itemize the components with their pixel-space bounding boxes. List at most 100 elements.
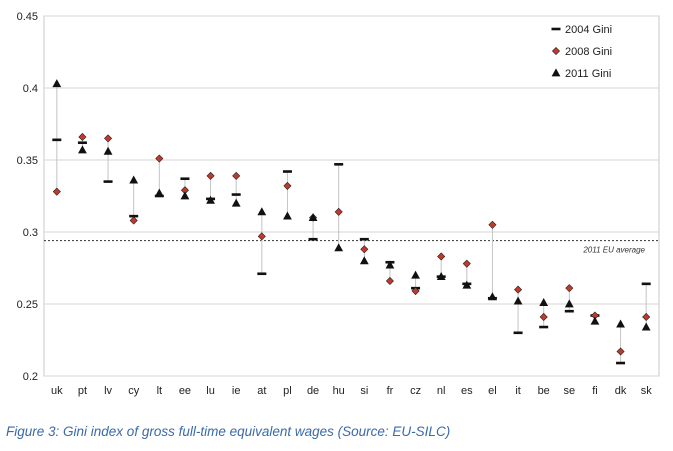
point-triangle-se bbox=[564, 299, 574, 308]
point-diamond-it bbox=[514, 285, 523, 294]
x-tick-label-ie: ie bbox=[232, 385, 241, 397]
reference-line-label: 2011 EU average bbox=[582, 246, 645, 255]
point-triangle-lu bbox=[206, 195, 215, 204]
legend-marker-dash bbox=[551, 27, 561, 31]
point-triangle-nl bbox=[436, 272, 446, 281]
point-dash-it bbox=[513, 331, 523, 335]
point-triangle-fr bbox=[385, 260, 395, 269]
x-tick-label-fi: fi bbox=[592, 385, 598, 397]
x-tick-label-es: es bbox=[461, 385, 473, 397]
point-triangle-it bbox=[513, 296, 523, 305]
legend-marker-triangle bbox=[551, 68, 561, 77]
x-tick-label-nl: nl bbox=[437, 385, 446, 397]
point-diamond-se bbox=[565, 284, 574, 293]
point-diamond-hu bbox=[334, 207, 343, 216]
point-dash-at bbox=[257, 272, 267, 276]
point-diamond-nl bbox=[437, 252, 446, 261]
point-triangle-si bbox=[359, 256, 369, 265]
x-tick-label-pt: pt bbox=[78, 385, 87, 397]
y-tick-label: 0.35 bbox=[17, 155, 38, 167]
point-triangle-ie bbox=[231, 198, 241, 207]
point-diamond-dk bbox=[616, 347, 625, 356]
point-diamond-si bbox=[360, 245, 369, 254]
point-diamond-es bbox=[462, 259, 471, 268]
point-triangle-lv bbox=[103, 146, 113, 155]
point-dash-sk bbox=[641, 282, 651, 286]
x-tick-label-si: si bbox=[360, 385, 368, 397]
point-dash-cy bbox=[129, 214, 139, 218]
point-triangle-be bbox=[539, 297, 549, 306]
x-tick-label-cz: cz bbox=[410, 385, 421, 397]
point-triangle-dk bbox=[616, 319, 625, 328]
point-triangle-el bbox=[488, 292, 497, 301]
point-diamond-at bbox=[257, 232, 266, 241]
point-diamond-lt bbox=[155, 154, 164, 163]
y-axis-ticks: 0.2 0.25 0.3 0.35 0.4 0.45 bbox=[17, 11, 38, 383]
x-tick-label-lt: lt bbox=[157, 385, 163, 397]
data-marks bbox=[52, 79, 651, 365]
point-dash-ie bbox=[231, 193, 241, 196]
point-dash-se bbox=[564, 309, 574, 313]
x-tick-label-it: it bbox=[515, 385, 521, 397]
x-tick-label-lv: lv bbox=[104, 385, 112, 397]
point-triangle-hu bbox=[334, 243, 344, 252]
point-triangle-cz bbox=[411, 270, 420, 279]
point-triangle-at bbox=[257, 207, 267, 216]
point-dash-hu bbox=[334, 163, 344, 166]
point-triangle-fi bbox=[590, 316, 600, 325]
x-tick-label-hu: hu bbox=[333, 385, 345, 397]
x-tick-label-be: be bbox=[538, 385, 550, 397]
y-tick-label: 0.3 bbox=[23, 227, 38, 239]
x-tick-label-pl: pl bbox=[283, 385, 292, 397]
y-tick-label: 0.25 bbox=[17, 299, 38, 311]
x-tick-label-at: at bbox=[257, 385, 266, 397]
point-diamond-lv bbox=[104, 134, 113, 143]
gridlines bbox=[43, 15, 660, 377]
point-triangle-lt bbox=[154, 188, 164, 197]
point-diamond-ie bbox=[232, 171, 241, 180]
legend-label-1: 2008 Gini bbox=[565, 46, 612, 58]
point-dash-si bbox=[359, 237, 369, 241]
point-dash-be bbox=[539, 325, 549, 329]
range-lines bbox=[56, 83, 647, 364]
x-tick-label-cy: cy bbox=[128, 385, 140, 397]
point-dash-ee bbox=[180, 177, 190, 181]
x-tick-label-dk: dk bbox=[615, 385, 627, 397]
x-axis-labels: uk pt lv cy lt ee lu ie at pl de hu si fr cz nl es el it be… bbox=[51, 385, 652, 397]
legend-label-2: 2011 Gini bbox=[565, 68, 611, 80]
y-tick-label: 0.45 bbox=[17, 11, 38, 23]
x-tick-label-fr: fr bbox=[387, 385, 394, 397]
x-tick-label-uk: uk bbox=[51, 385, 63, 397]
point-dash-pt bbox=[77, 141, 87, 145]
point-triangle-sk bbox=[641, 322, 651, 331]
point-triangle-pl bbox=[283, 211, 292, 220]
y-tick-label: 0.2 bbox=[23, 371, 38, 383]
point-diamond-lu bbox=[206, 171, 215, 180]
point-dash-uk bbox=[52, 138, 62, 142]
figure-caption: Figure 3: Gini index of gross full-time … bbox=[6, 424, 451, 439]
point-diamond-uk bbox=[52, 187, 61, 196]
legend-marker-diamond bbox=[551, 46, 561, 56]
x-tick-label-el: el bbox=[488, 385, 497, 397]
point-triangle-de bbox=[308, 213, 318, 221]
x-tick-label-lu: lu bbox=[206, 385, 215, 397]
point-diamond-pt bbox=[78, 132, 87, 141]
legend: 2004 Gini 2008 Gini 2011 Gini bbox=[551, 24, 612, 80]
point-diamond-be bbox=[539, 312, 548, 321]
point-dash-de bbox=[308, 237, 318, 241]
x-tick-label-ee: ee bbox=[179, 385, 191, 397]
point-triangle-pt bbox=[78, 145, 87, 154]
point-dash-dk bbox=[616, 361, 626, 365]
point-triangle-ee bbox=[180, 191, 190, 200]
y-tick-label: 0.4 bbox=[23, 83, 38, 95]
point-triangle-uk bbox=[52, 79, 62, 88]
point-diamond-fr bbox=[385, 276, 394, 285]
point-dash-pl bbox=[282, 170, 292, 173]
legend-label-0: 2004 Gini bbox=[565, 24, 612, 36]
point-triangle-es bbox=[462, 280, 472, 289]
point-diamond-cy bbox=[129, 216, 138, 225]
x-tick-label-se: se bbox=[564, 385, 576, 397]
point-dash-lv bbox=[103, 180, 113, 183]
